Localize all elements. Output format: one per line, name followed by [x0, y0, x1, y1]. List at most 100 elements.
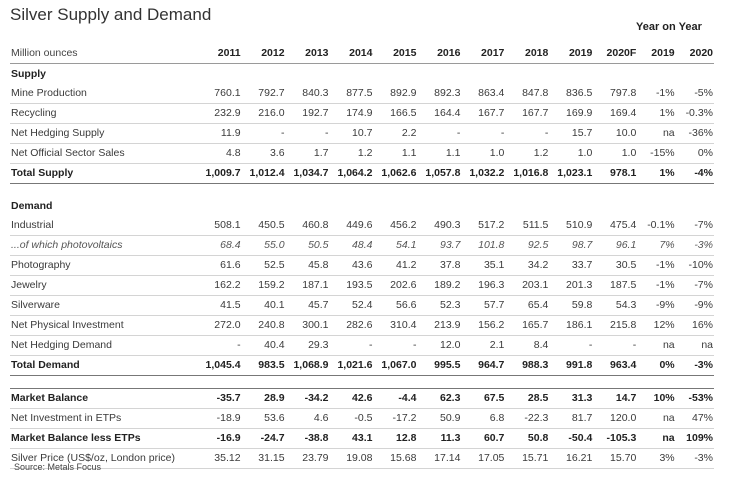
- value-cell: 45.8: [285, 255, 330, 276]
- value-cell: 17.05: [461, 448, 506, 469]
- value-cell: -: [241, 123, 286, 144]
- value-cell: 41.5: [197, 295, 242, 316]
- value-cell: -: [329, 335, 374, 356]
- row-label: Net Hedging Demand: [10, 335, 198, 356]
- value-cell: -1%: [637, 84, 676, 104]
- value-cell: 2013: [285, 43, 330, 64]
- value-cell: -105.3: [593, 428, 638, 449]
- value-cell: 68.4: [197, 235, 242, 256]
- table-row: Jewelry 162.2 159.2 187.1 193.5 202.6 189.2 196…: [10, 275, 714, 296]
- value-cell: 460.8: [285, 216, 330, 236]
- page-title: Silver Supply and Demand: [10, 5, 212, 24]
- value-cell: 836.5: [549, 84, 594, 104]
- value-cell: 12.0: [417, 335, 462, 356]
- table-row: Silverware 41.5 40.1 45.7 52.4 56.6 52.3 57.7 65…: [10, 295, 714, 316]
- value-cell: 61.6: [197, 255, 242, 276]
- value-cell: 15.70: [593, 448, 638, 469]
- value-cell: 490.3: [417, 216, 462, 236]
- value-cell: 475.4: [593, 216, 638, 236]
- value-cell: na: [637, 408, 676, 429]
- year-on-year-header: Year on Year: [636, 21, 702, 33]
- value-cell: -38.8: [285, 428, 330, 449]
- value-cell: 11.9: [197, 123, 242, 144]
- value-cell: 14.7: [593, 388, 638, 409]
- value-cell: na: [637, 123, 676, 144]
- value-cell: 28.5: [505, 388, 550, 409]
- row-label: Total Demand: [10, 355, 198, 376]
- value-cell: 282.6: [329, 315, 374, 336]
- row-label: ...of which photovoltaics: [10, 235, 198, 256]
- value-cell: 11.3: [417, 428, 462, 449]
- value-cell: 2019: [549, 43, 594, 64]
- value-cell: 1.1: [417, 143, 462, 164]
- value-cell: -0.1%: [637, 216, 676, 236]
- value-cell: -9%: [675, 295, 714, 316]
- table-row: ...of which photovoltaics 68.4 55.0 50.5 48.…: [10, 235, 714, 256]
- value-cell: -5%: [675, 84, 714, 104]
- value-cell: 23.79: [285, 448, 330, 469]
- value-cell: -: [593, 335, 638, 356]
- table-row: Net Official Sector Sales 4.8 3.6 1.7 1.2 1.1…: [10, 143, 714, 164]
- value-cell: na: [637, 428, 676, 449]
- value-cell: -18.9: [197, 408, 242, 429]
- table-row: Recycling 232.9 216.0 192.7 174.9 166.5 164.4 1…: [10, 103, 714, 124]
- total-row: Total Supply 1,009.7 1,012.4 1,034.7 1,064.2…: [10, 163, 714, 184]
- table-body: Million ounces 2011 2012 2013 2014 2015 2016 20…: [10, 43, 714, 469]
- value-cell: 232.9: [197, 103, 242, 124]
- value-cell: 186.1: [549, 315, 594, 336]
- value-cell: 510.9: [549, 216, 594, 236]
- value-cell: 1,012.4: [241, 163, 286, 184]
- value-cell: 81.7: [549, 408, 594, 429]
- value-cell: 2014: [329, 43, 374, 64]
- value-cell: 167.7: [461, 103, 506, 124]
- value-cell: 15.71: [505, 448, 550, 469]
- value-cell: -10%: [675, 255, 714, 276]
- value-cell: 1.0: [461, 143, 506, 164]
- row-label: Total Supply: [10, 163, 198, 184]
- value-cell: 40.4: [241, 335, 286, 356]
- value-cell: 43.6: [329, 255, 374, 276]
- section-header: Supply: [10, 64, 714, 85]
- value-cell: 991.8: [549, 355, 594, 376]
- value-cell: 101.8: [461, 235, 506, 256]
- value-cell: 50.5: [285, 235, 330, 256]
- value-cell: na: [637, 335, 676, 356]
- value-cell: -: [505, 123, 550, 144]
- value-cell: -35.7: [197, 388, 242, 409]
- value-cell: 30.5: [593, 255, 638, 276]
- value-cell: 35.1: [461, 255, 506, 276]
- value-cell: -: [461, 123, 506, 144]
- value-cell: -4%: [675, 163, 714, 184]
- value-cell: 892.9: [373, 84, 418, 104]
- value-cell: 2017: [461, 43, 506, 64]
- value-cell: 2012: [241, 43, 286, 64]
- value-cell: 19.08: [329, 448, 374, 469]
- value-cell: 1,045.4: [197, 355, 242, 376]
- value-cell: 189.2: [417, 275, 462, 296]
- value-cell: 31.3: [549, 388, 594, 409]
- value-cell: 65.4: [505, 295, 550, 316]
- value-cell: 40.1: [241, 295, 286, 316]
- value-cell: 7%: [637, 235, 676, 256]
- value-cell: 52.5: [241, 255, 286, 276]
- value-cell: 2019: [637, 43, 676, 64]
- row-label: Silver Price (US$/oz, London price): [10, 448, 198, 469]
- value-cell: -7%: [675, 275, 714, 296]
- value-cell: 8.4: [505, 335, 550, 356]
- value-cell: 50.9: [417, 408, 462, 429]
- value-cell: 1.1: [373, 143, 418, 164]
- value-cell: 215.8: [593, 315, 638, 336]
- value-cell: 2018: [505, 43, 550, 64]
- value-cell: 1%: [637, 163, 676, 184]
- row-label: Net Physical Investment: [10, 315, 198, 336]
- value-cell: 1,023.1: [549, 163, 594, 184]
- row-label: Mine Production: [10, 84, 198, 104]
- value-cell: -22.3: [505, 408, 550, 429]
- row-label: Market Balance less ETPs: [10, 428, 198, 449]
- value-cell: -0.5: [329, 408, 374, 429]
- value-cell: 760.1: [197, 84, 242, 104]
- value-cell: 60.7: [461, 428, 506, 449]
- value-cell: 192.7: [285, 103, 330, 124]
- value-cell: 4.8: [197, 143, 242, 164]
